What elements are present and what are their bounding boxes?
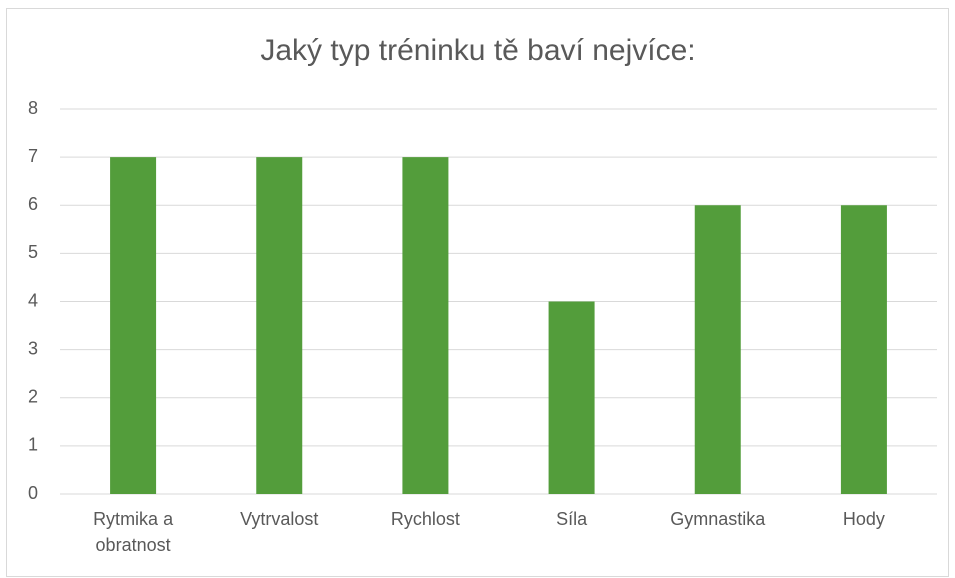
x-tick-label: Hody (842, 509, 885, 529)
x-tick-label: Rychlost (390, 509, 460, 529)
bar (548, 301, 595, 494)
bar (256, 157, 303, 494)
x-tick-label: Gymnastika (670, 509, 766, 529)
y-tick-label: 5 (28, 242, 38, 262)
bar (694, 205, 741, 494)
x-tick-label: Síla (556, 509, 588, 529)
y-tick-label: 4 (28, 290, 38, 310)
chart-title: Jaký typ tréninku tě baví nejvíce: (260, 34, 695, 67)
y-tick-label: 3 (28, 338, 38, 358)
bar (110, 157, 157, 494)
x-tick-label: Vytrvalost (240, 509, 319, 529)
bar (840, 205, 887, 494)
x-tick-label: Rytmika a obratnost (93, 509, 174, 555)
chart-border (6, 8, 949, 577)
y-tick-label: 2 (28, 387, 38, 407)
y-tick-label: 0 (28, 483, 38, 503)
bar (402, 157, 449, 494)
y-tick-label: 1 (28, 435, 38, 455)
y-tick-label: 6 (28, 194, 38, 214)
y-tick-label: 8 (28, 98, 38, 118)
y-tick-label: 7 (28, 146, 38, 166)
